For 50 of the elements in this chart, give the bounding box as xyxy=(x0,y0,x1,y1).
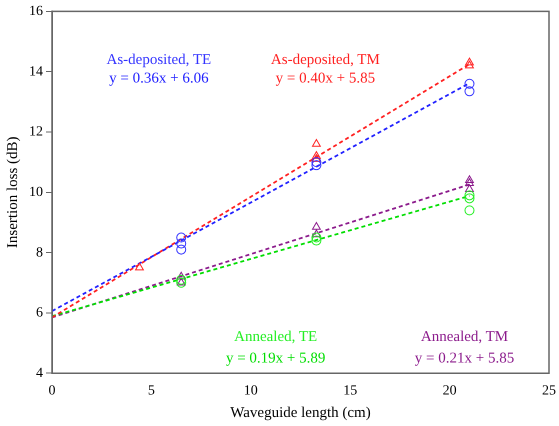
point xyxy=(135,262,144,270)
point xyxy=(176,272,186,280)
y-tick-label: 4 xyxy=(36,366,43,381)
point xyxy=(176,274,186,285)
point xyxy=(312,230,321,238)
point xyxy=(464,193,474,204)
point xyxy=(312,154,321,162)
x-tick-label: 0 xyxy=(48,383,56,398)
point xyxy=(465,178,474,186)
x-tick-label: 15 xyxy=(343,383,358,398)
point xyxy=(312,222,321,230)
point xyxy=(465,175,474,183)
x-tick-label: 25 xyxy=(542,383,556,398)
point xyxy=(465,184,474,192)
x-tick-label: 10 xyxy=(244,383,258,398)
text: y = 0.19x + 5.89 xyxy=(226,350,326,367)
y-axis-title: Insertion loss (dB) xyxy=(4,136,21,248)
point xyxy=(311,236,322,246)
point xyxy=(464,205,474,216)
text: Annealed, TE xyxy=(234,328,318,345)
point xyxy=(464,78,474,89)
point xyxy=(312,151,321,159)
point xyxy=(311,232,322,243)
point xyxy=(176,278,186,288)
text: As-deposited, TE xyxy=(106,52,212,68)
point xyxy=(176,278,186,286)
y-tick-label: 14 xyxy=(29,64,43,80)
x-axis-title: Waveguide length (cm) xyxy=(230,404,371,421)
point xyxy=(465,58,474,66)
text: As-deposited, TM xyxy=(270,52,380,68)
point xyxy=(465,60,474,68)
point xyxy=(312,139,321,147)
point xyxy=(176,244,186,255)
y-tick-label: 6 xyxy=(36,306,43,321)
point xyxy=(464,86,474,96)
y-tick-label: 10 xyxy=(29,184,43,200)
point xyxy=(176,232,186,243)
y-tick-label: 12 xyxy=(29,124,43,140)
text: y = 0.36x + 6.06 xyxy=(109,70,210,86)
text: y = 0.40x + 5.85 xyxy=(276,70,376,86)
point xyxy=(311,160,322,170)
y-tick-label: 8 xyxy=(36,245,43,260)
y-tick-label: 16 xyxy=(29,4,43,20)
point xyxy=(464,190,474,200)
point xyxy=(176,238,186,249)
x-tick-label: 20 xyxy=(442,383,457,398)
x-tick-label: 5 xyxy=(148,383,155,398)
text: Annealed, TM xyxy=(420,328,508,345)
point xyxy=(311,157,322,168)
text: y = 0.21x + 5.85 xyxy=(414,350,514,367)
